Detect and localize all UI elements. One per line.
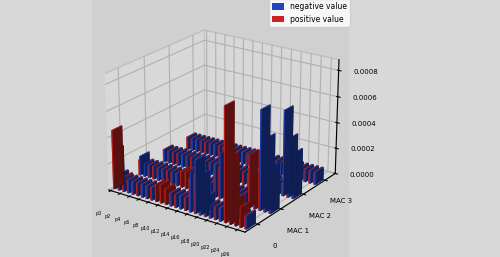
Legend: negative value, positive value: negative value, positive value (269, 0, 350, 27)
